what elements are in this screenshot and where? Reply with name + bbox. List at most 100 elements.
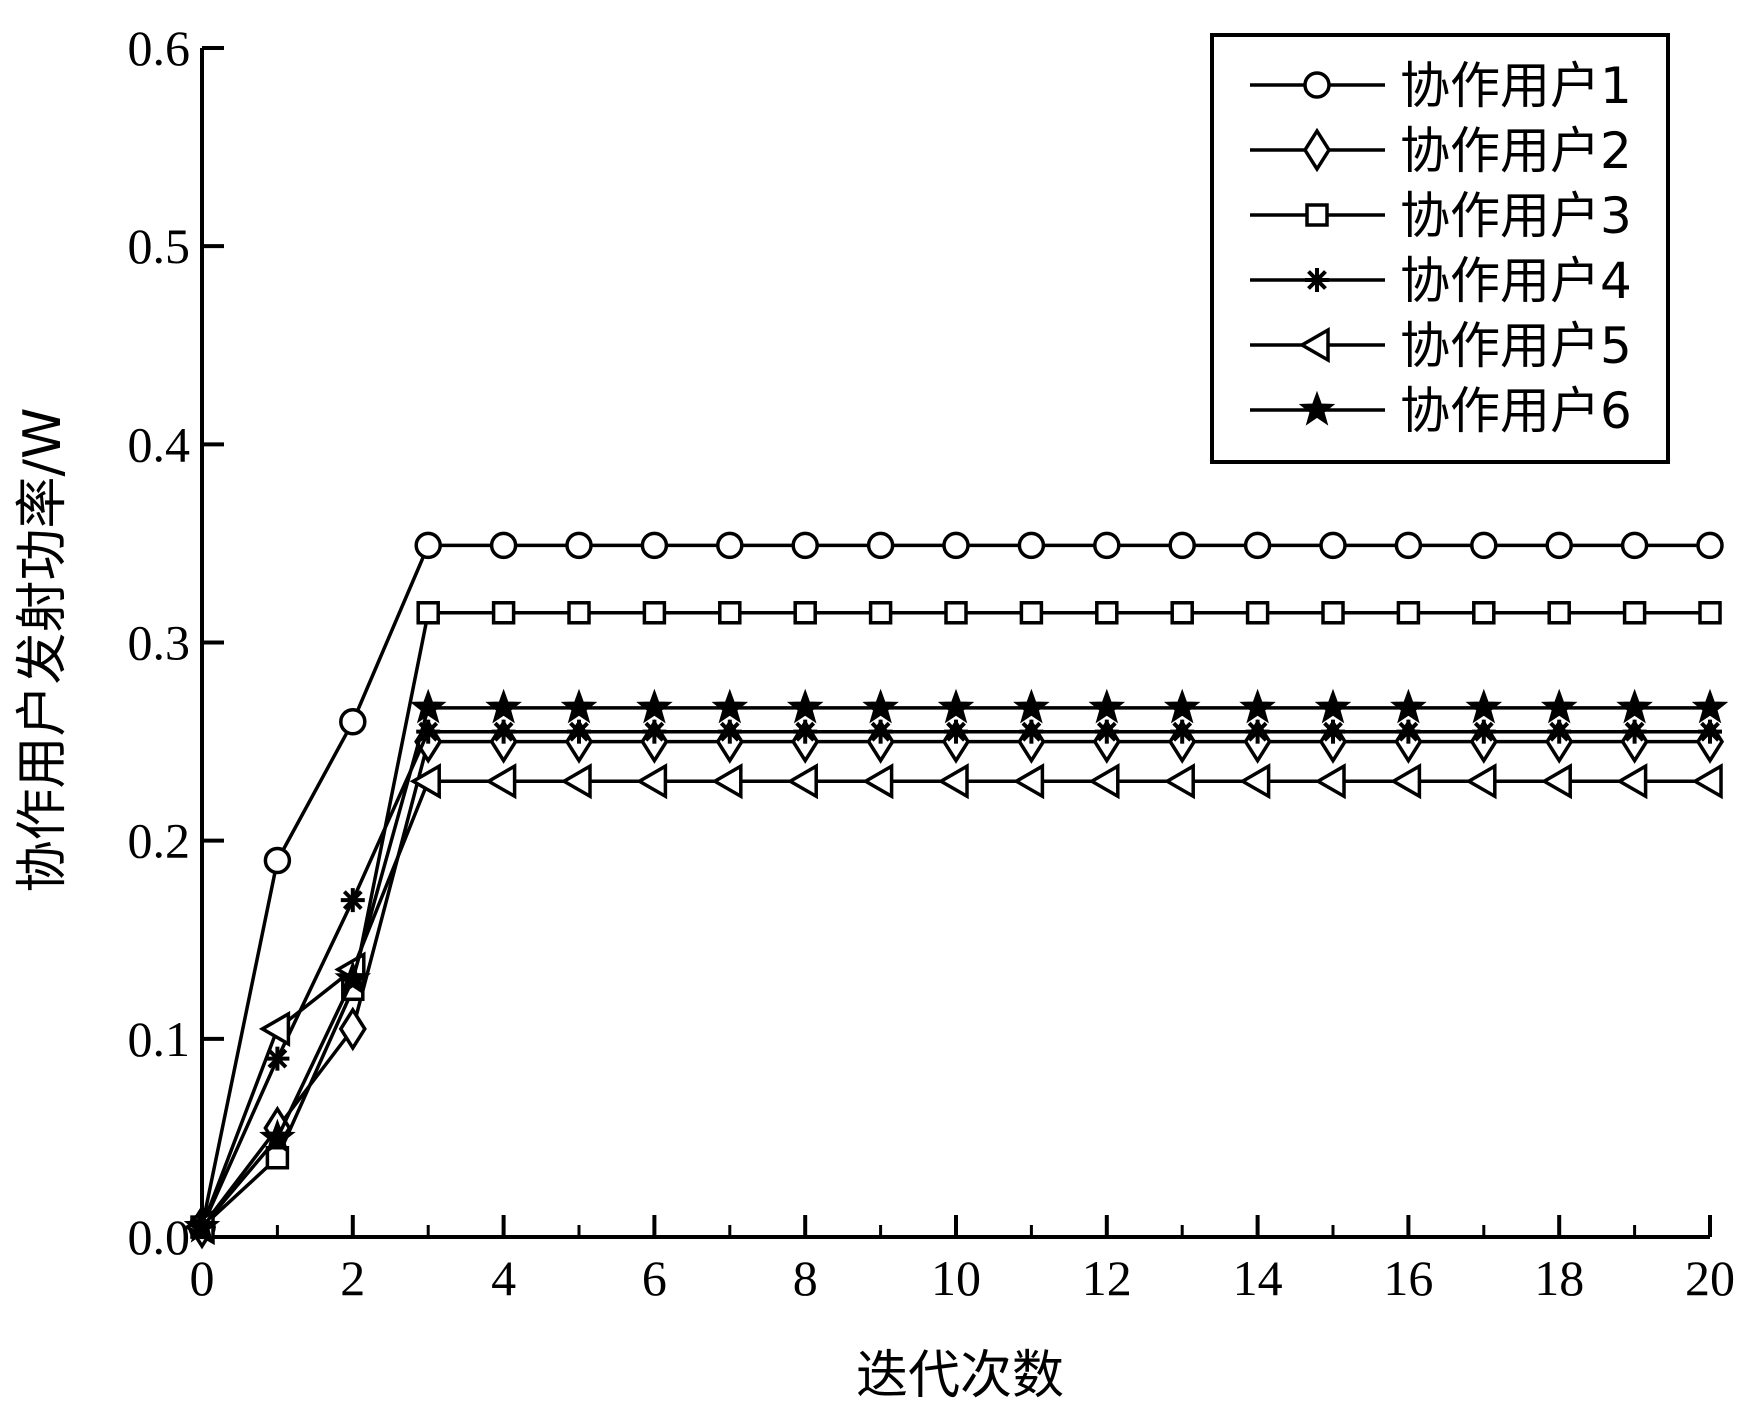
- asterisk-stroke: [644, 721, 665, 742]
- square-marker: [868, 601, 893, 625]
- series-6: [183, 688, 1729, 1243]
- triangle-left-marker: [485, 763, 517, 800]
- legend-item: 协作用户5: [1250, 317, 1632, 375]
- data-point: [1088, 763, 1120, 800]
- triangle-left-marker: [1465, 763, 1497, 800]
- asterisk-marker: [1019, 719, 1044, 744]
- star-marker: [1390, 688, 1427, 724]
- legend: 协作用户1 协作用户2 协作用户3 协作用户4 协作用户5 协作用户6: [1210, 33, 1670, 464]
- data-point: [338, 1006, 367, 1052]
- data-point: [636, 688, 673, 724]
- data-point: [259, 1118, 296, 1154]
- legend-box: [1210, 33, 1670, 464]
- legend-item: 协作用户3: [1250, 187, 1632, 245]
- data-point: [1547, 601, 1571, 625]
- star-marker: [711, 688, 749, 724]
- data-point: [265, 1145, 290, 1170]
- legend-label: 协作用户6: [1400, 382, 1632, 440]
- data-point: [862, 763, 894, 800]
- data-point: [642, 601, 667, 625]
- circle-marker: [565, 531, 593, 560]
- triangle-left-marker: [258, 1010, 291, 1047]
- triangle-left-marker: [1616, 763, 1648, 800]
- star-marker: [786, 688, 824, 724]
- asterisk-stroke: [946, 721, 966, 742]
- data-point: [1389, 763, 1422, 800]
- y-tick-label: 0.0: [128, 1209, 191, 1265]
- asterisk-marker: [944, 719, 968, 744]
- asterisk-marker: [793, 719, 818, 744]
- data-point: [1170, 719, 1195, 744]
- star-marker: [1540, 688, 1578, 724]
- data-point: [567, 601, 591, 625]
- legend-label: 协作用户1: [1400, 57, 1632, 115]
- triangle-left-marker: [1691, 763, 1723, 800]
- data-point: [1698, 601, 1722, 625]
- circle-marker: [1696, 531, 1724, 560]
- data-point: [1239, 763, 1271, 800]
- circle-marker: [1017, 531, 1046, 560]
- x-tick-label: 2: [340, 1250, 365, 1306]
- triangle-left-marker: [409, 763, 441, 800]
- data-point: [1691, 763, 1723, 800]
- data-point: [485, 688, 522, 724]
- y-tick-label: 0.6: [128, 20, 191, 76]
- axes: 0.0 0.1 0.2 0.3 0.4 0.5 0.6 0 2 4 6 8 10 12 14 16 18 20: [128, 20, 1736, 1306]
- star-marker: [1691, 688, 1729, 724]
- triangle-left-marker: [1389, 763, 1422, 800]
- data-point: [414, 531, 442, 560]
- series-line: [200, 543, 1710, 1228]
- data-point: [1540, 763, 1572, 800]
- y-tick-label: 0.1: [128, 1011, 191, 1067]
- asterisk-marker: [1547, 719, 1572, 744]
- asterisk-stroke: [1307, 270, 1327, 290]
- y-tick-label: 0.3: [128, 615, 191, 671]
- data-point: [1093, 531, 1121, 560]
- data-point: [1622, 719, 1647, 744]
- data-point: [1321, 719, 1345, 744]
- data-point: [718, 601, 742, 625]
- data-point: [937, 763, 969, 800]
- data-point: [339, 708, 367, 736]
- data-point: [793, 719, 818, 744]
- circle-marker: [791, 531, 819, 560]
- asterisk-stroke: [1172, 721, 1193, 742]
- y-tick-label: 0.5: [128, 218, 191, 274]
- data-point: [1243, 531, 1272, 560]
- data-point: [1471, 719, 1496, 744]
- data-point: [1094, 719, 1119, 744]
- triangle-left-marker: [1314, 763, 1346, 800]
- asterisk-marker: [1245, 719, 1270, 744]
- data-point: [258, 1010, 291, 1047]
- asterisk-stroke: [418, 721, 439, 742]
- legend-item: 协作用户1: [1250, 57, 1632, 115]
- series-3: [190, 601, 1722, 1239]
- data-point: [1698, 719, 1722, 744]
- legend-label: 协作用户3: [1400, 187, 1632, 245]
- circle-marker: [1620, 531, 1649, 560]
- data-point: [416, 601, 440, 625]
- star-marker: [636, 688, 673, 724]
- asterisk-marker: [265, 1046, 290, 1071]
- asterisk-stroke: [1398, 721, 1419, 742]
- data-point: [1088, 688, 1126, 724]
- asterisk-marker: [1471, 719, 1496, 744]
- star-marker: [1013, 688, 1050, 724]
- triangle-left-marker: [1540, 763, 1572, 800]
- data-point: [716, 531, 744, 560]
- star-marker: [409, 688, 447, 724]
- circle-marker: [1093, 531, 1121, 560]
- data-point: [489, 531, 518, 560]
- circle-marker: [1168, 531, 1196, 560]
- legend-label: 协作用户4: [1400, 252, 1632, 310]
- data-point: [1396, 719, 1421, 744]
- data-point: [1547, 719, 1572, 744]
- circle-marker: [866, 531, 895, 560]
- data-point: [1691, 688, 1729, 724]
- y-axis-label: 协作用户发射功率/W: [13, 408, 73, 893]
- triangle-left-marker: [937, 763, 969, 800]
- data-point: [334, 960, 372, 995]
- legend-item: 协作用户6: [1250, 382, 1632, 440]
- asterisk-stroke: [1247, 721, 1268, 742]
